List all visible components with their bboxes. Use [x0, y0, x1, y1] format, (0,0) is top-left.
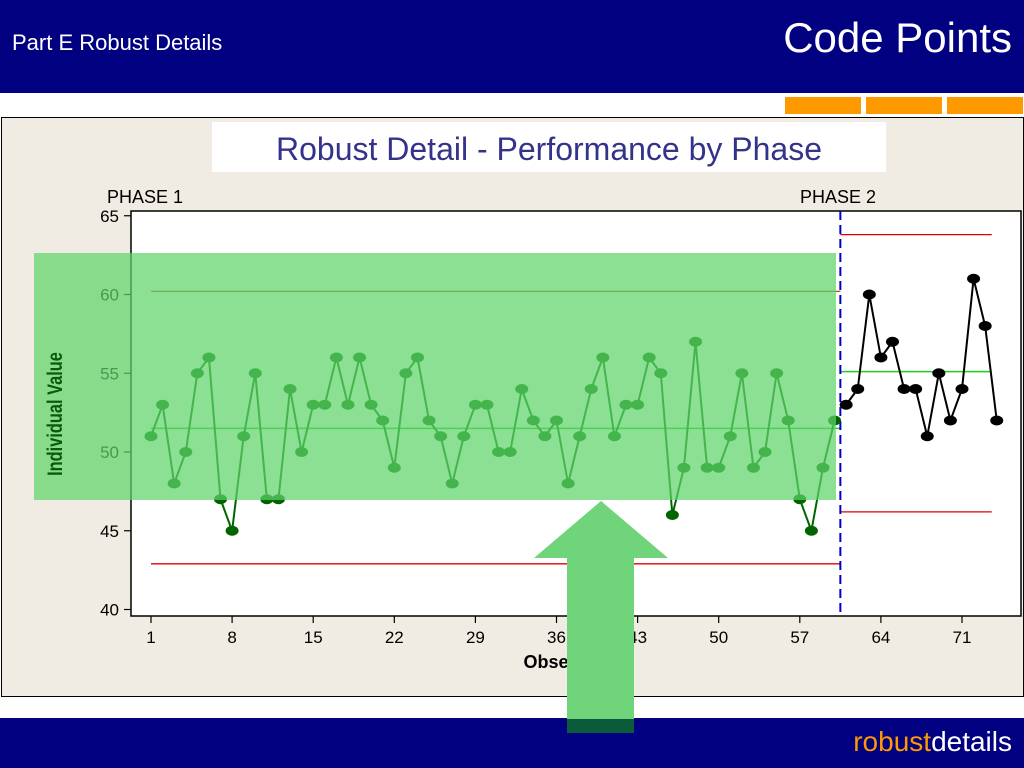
- series-line: [845, 278, 998, 437]
- data-point: [874, 352, 888, 363]
- data-point: [990, 415, 1004, 426]
- x-tick-label: 22: [385, 628, 404, 647]
- orange-accent-block: [947, 97, 1023, 114]
- x-tick-label: 57: [790, 628, 809, 647]
- data-point: [932, 368, 946, 379]
- data-point: [804, 525, 818, 536]
- footer-bar: robustdetails: [0, 718, 1024, 768]
- x-tick-label: 8: [227, 628, 236, 647]
- x-tick-label: 50: [709, 628, 728, 647]
- header-bar: Part E Robust Details Code Points: [0, 0, 1024, 93]
- slide-title-box: Robust Detail - Performance by Phase: [212, 122, 886, 172]
- data-point: [885, 336, 899, 347]
- data-point: [943, 415, 957, 426]
- y-tick-label: 65: [100, 207, 119, 226]
- data-point: [920, 431, 934, 442]
- data-point: [225, 525, 239, 536]
- data-point: [851, 384, 865, 394]
- orange-accent-block: [785, 97, 861, 114]
- data-point: [839, 399, 853, 410]
- y-axis-label: Individual Value: [43, 352, 66, 476]
- phase-label: PHASE 1: [107, 187, 183, 207]
- brand-part-2: details: [931, 726, 1012, 757]
- x-tick-label: 29: [466, 628, 485, 647]
- x-tick-label: 1: [146, 628, 155, 647]
- header-right-title: Code Points: [783, 14, 1012, 61]
- orange-accent-block: [866, 97, 942, 114]
- arrow-base: [567, 719, 634, 733]
- data-point: [978, 321, 992, 331]
- x-tick-label: 15: [304, 628, 323, 647]
- data-point: [665, 510, 679, 520]
- brand-logo: robustdetails: [853, 726, 1012, 758]
- highlight-band: [34, 253, 836, 500]
- data-point: [897, 384, 911, 394]
- data-point: [862, 289, 876, 300]
- x-tick-label: 36: [547, 628, 566, 647]
- phase-label: PHASE 2: [800, 187, 876, 207]
- data-point: [909, 384, 923, 394]
- up-arrow: [534, 501, 668, 733]
- brand-part-1: robust: [853, 726, 932, 757]
- x-tick-label: 64: [871, 628, 890, 647]
- data-point: [955, 384, 969, 394]
- y-tick-label: 40: [100, 601, 119, 620]
- slide-title: Robust Detail - Performance by Phase: [275, 131, 823, 167]
- x-tick-label: 71: [953, 628, 972, 647]
- data-point: [967, 273, 981, 284]
- y-tick-label: 45: [100, 522, 119, 541]
- header-left-title: Part E Robust Details: [12, 30, 223, 55]
